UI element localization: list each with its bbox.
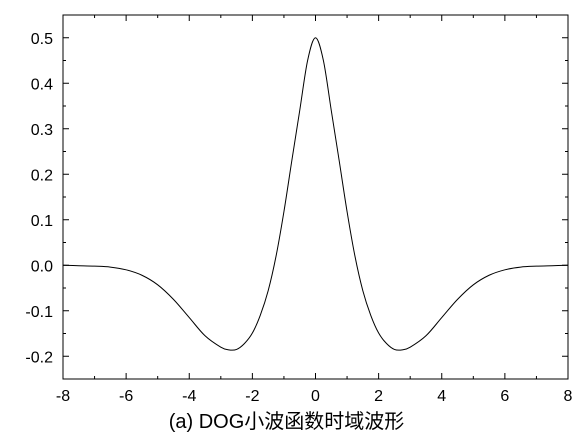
y-tick-label: -0.2 xyxy=(25,349,53,366)
x-axis-tick-labels: -8 -6 -4 -2 0 2 4 6 8 xyxy=(56,388,573,405)
dog-wavelet-curve xyxy=(62,37,569,351)
figure-caption: (a) DOG小波函数时域波形 xyxy=(168,411,405,433)
x-tick-label: -2 xyxy=(245,388,259,405)
major-ticks xyxy=(62,15,569,379)
y-tick-label: 0.2 xyxy=(31,167,53,184)
x-tick-label: 4 xyxy=(437,388,446,405)
y-tick-label: 0.1 xyxy=(31,213,53,230)
plot-frame xyxy=(62,14,569,380)
x-tick-label: 8 xyxy=(564,388,573,405)
x-tick-label: -4 xyxy=(182,388,196,405)
y-tick-label: -0.1 xyxy=(25,304,53,321)
y-tick-label: 0.4 xyxy=(31,76,53,93)
y-axis-tick-labels: -0.2 -0.1 0.0 0.1 0.2 0.3 0.4 0.5 xyxy=(25,31,53,367)
x-tick-label: 6 xyxy=(500,388,509,405)
y-tick-label: 0.0 xyxy=(31,258,53,275)
x-tick-label: -6 xyxy=(119,388,133,405)
x-tick-label: 2 xyxy=(374,388,383,405)
y-tick-label: 0.3 xyxy=(31,122,53,139)
x-tick-label: -8 xyxy=(56,388,70,405)
y-tick-label: 0.5 xyxy=(31,31,53,48)
minor-ticks xyxy=(63,15,568,379)
x-tick-label: 0 xyxy=(311,388,320,405)
